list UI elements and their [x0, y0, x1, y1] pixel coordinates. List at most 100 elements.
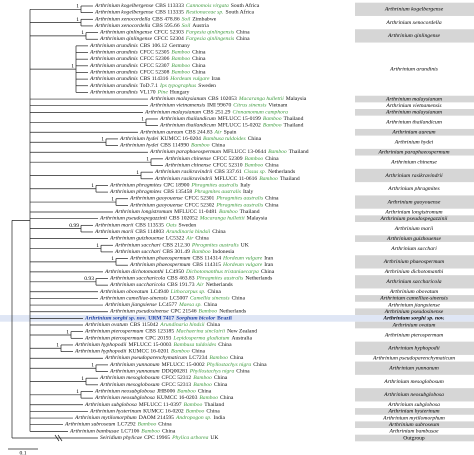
support-value: 1 [136, 170, 139, 176]
leaf-label: Arthrinium sacchari CBS 301.49 Bamboo Indon… [114, 249, 235, 255]
strain: CBS 114803 [135, 229, 164, 235]
taxon: Arthrinium rasikravindrii [154, 176, 213, 182]
clade-label: Arthrinium mytilomorphum [382, 415, 445, 421]
taxon: Arthrinium gaoyouense [129, 203, 183, 209]
country: China [207, 322, 221, 328]
strain: CFCC 52312 [162, 375, 192, 381]
taxon: Arthrinium phragmites [109, 183, 161, 189]
taxon: Arthrinium hyphopodii [74, 349, 127, 355]
leaf-label: Arthrinium thailandicum MFLUCC 15-0199 Bam… [159, 116, 304, 122]
country: China [236, 37, 250, 43]
support-value: 1 [91, 183, 94, 189]
leaf-label: Arthrinium marii CBS 113535 Oats Sweden [94, 223, 196, 229]
country: Zimbabwe [192, 17, 216, 23]
clade-label: Arthrinium sacchari [390, 246, 437, 252]
taxon: Arthrinium pseudosinense [109, 309, 169, 315]
clade-label: Arthrinium yunnanum [388, 365, 439, 371]
host: Arundinaria hindsii [159, 322, 205, 328]
clade-label: Arthrinium camelliae-sinensis [379, 296, 448, 302]
leaf-label: Arthrinium jiangxiense LC4577 Maesa sp. Chi… [104, 302, 218, 308]
strain: CBS 113333 [155, 3, 184, 9]
taxon: Arthrinium pterospermum [84, 329, 143, 335]
clade-label: Arthrinium kogelbergense [384, 7, 444, 13]
taxon: Arthrinium sacchari [114, 249, 161, 255]
host: Bamboo [192, 249, 211, 255]
strain: MFLUCC 13-0644 [223, 149, 266, 155]
country: China [265, 156, 279, 162]
host: Bambusa tuldoides [203, 136, 246, 142]
host: Bamboo [186, 409, 205, 415]
host: Macaranga hullettii [199, 216, 245, 222]
leaf-label: Arthrinium hysterinum KUMCC 16-0202 Bamboo… [89, 409, 220, 415]
leaf-label: Arthrinium bambusae LC7106 Bamboo China [69, 429, 176, 435]
leaf-label: Arthrinium pterospermum CPC 20193 Lepidosp… [84, 336, 252, 342]
clade-label: Arthrinium vietnamensis [385, 103, 441, 109]
host: Bamboo [259, 176, 278, 182]
host: Bamboo [191, 143, 210, 149]
clade-band [355, 2, 474, 16]
country: China [236, 30, 250, 36]
taxon: Arthrinium paraphaeospermum [149, 149, 221, 155]
clade-label: Arthrinium pterospermum [384, 332, 443, 338]
leaf-label: Arthrinium camelliae-sinensis LC5007 Camel… [99, 296, 245, 302]
support-value: 0.93 [84, 276, 94, 282]
host: Bamboo [138, 422, 157, 428]
host: Bamboo [171, 56, 190, 62]
clade-label: Arthrinium subglobosa [387, 402, 440, 408]
clade-label: Outgroup [403, 435, 425, 441]
clade-band [355, 275, 474, 289]
clade-label: Arthrinium phragmites [387, 186, 439, 192]
country: Malaysia [286, 96, 307, 102]
leaf-label: Arthrinium hydei KUMCC 16-0204 Bambusa tul… [119, 136, 262, 142]
leaf-label: Arthrinium dichotomanthi LC4950 Dichotoman… [104, 269, 275, 275]
taxon: Arthrinium yunnanum [109, 362, 160, 368]
strain: JHB006 [157, 389, 176, 395]
leaf-label: Arthrinium rasikravindrii MFLUCC 11-0616 B… [154, 176, 300, 182]
taxon: Arthrinium saccharicola [109, 282, 165, 288]
host: Air [196, 282, 205, 288]
strain: CBS 123185 [145, 329, 174, 335]
taxon: Arthrinium sorghi sp. nov. [84, 316, 146, 322]
clade-band [355, 295, 474, 302]
support-value: 1 [111, 196, 114, 202]
strain: CBS 114990 [160, 143, 189, 149]
host: Maesa sp. [178, 302, 202, 308]
support-value: 1 [146, 156, 149, 162]
country: Australia [231, 336, 252, 342]
host: Phragmites australis [190, 183, 238, 189]
country: Netherlands [219, 309, 246, 315]
leaf-label: Arthrinium arundinis CBS 106.12 Germany [89, 43, 190, 49]
clade-band [355, 434, 474, 442]
clade-band [355, 361, 474, 375]
leaf-label: Arthrinium yunnanum MFLUCC 15-0002 Phyllos… [109, 362, 267, 368]
host: Lepidosperma gladiatum [172, 336, 229, 342]
clade-label: Arthrinium paraphaeospermum [377, 149, 449, 155]
leaf-label: Arthrinium neosubglobosa JHB006 Bamboo Chin… [94, 389, 212, 395]
clade-label: Arthrinium malaysianum [385, 110, 442, 116]
strain: CBS 191.73 [167, 282, 195, 288]
taxon: Arthrinium mesoglobosum [99, 382, 160, 388]
taxon: Arthrinium saccharicola [109, 276, 165, 282]
strain: CBS 114315 [192, 262, 221, 268]
strain: CFCC 52302 [185, 203, 215, 209]
clade-label: Arthrinium thailandicum [385, 120, 442, 126]
host: Camellia sinensis [190, 296, 230, 302]
country: Iran [211, 76, 220, 82]
taxon: Arthrinium camelliae-sinensis [99, 296, 168, 302]
strain: CFCC 52301 [185, 196, 215, 202]
host: Bamboo [245, 163, 264, 169]
strain: MFLUCC 15-0199 [218, 116, 261, 122]
taxon: Arthrinium thailandicum [159, 123, 216, 129]
taxon: Arthrinium arundinis [89, 70, 138, 76]
host: Hordeum vulgare [169, 76, 210, 82]
host: Hordeum vulgare [222, 262, 263, 268]
clade-band [355, 148, 474, 156]
taxon: Arthrinium aureum [139, 130, 183, 136]
clade-band [355, 321, 474, 329]
leaf-label: Arthrinium vietnamensis IMI 99670 Citrus s… [149, 103, 288, 109]
support-value: 1 [76, 389, 79, 395]
clade-band [355, 341, 474, 355]
strain: CBS 337.61 [214, 169, 242, 175]
leaf-label: Arthrinium ovatum CBS 115042 Arundinaria h… [84, 322, 220, 328]
clade-label: Arthrinium arundinis [389, 66, 438, 72]
